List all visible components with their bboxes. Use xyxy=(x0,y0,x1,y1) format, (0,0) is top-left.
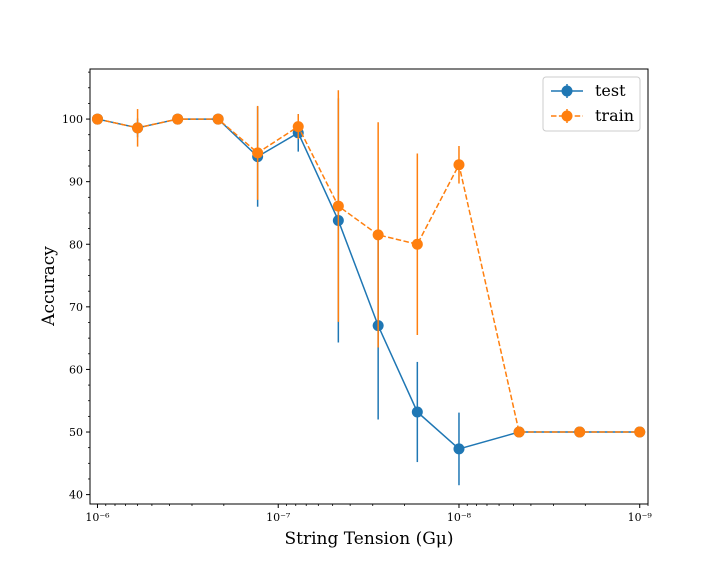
axes-frame xyxy=(89,68,649,505)
x-tick-label: 10⁻⁹ xyxy=(628,511,653,524)
legend-marker-train xyxy=(561,110,573,122)
x-tick-label: 10⁻⁷ xyxy=(266,511,291,524)
legend-marker-test xyxy=(561,85,573,97)
data-point-train xyxy=(634,426,646,438)
data-point-train xyxy=(252,147,264,159)
y-tick-label: 70 xyxy=(69,301,83,314)
data-point-train xyxy=(453,159,465,171)
y-axis-label: Accuracy xyxy=(39,246,59,327)
y-tick-label: 100 xyxy=(62,113,83,126)
data-point-train xyxy=(574,426,586,438)
data-point-train xyxy=(513,426,525,438)
axes: 40 50 60 70 80 90 100 10⁻⁶ 10⁻⁷ 10⁻⁸ 10⁻⁹ xyxy=(62,71,653,524)
data-point-train xyxy=(372,229,384,241)
series-train xyxy=(91,90,646,438)
x-tick-label: 10⁻⁸ xyxy=(447,511,472,524)
data-point-train xyxy=(172,113,184,125)
y-tick-label: 80 xyxy=(69,238,83,251)
plot-area xyxy=(91,90,646,486)
x-tick-label: 10⁻⁶ xyxy=(85,511,110,524)
data-point-train xyxy=(292,121,304,133)
y-tick-label: 90 xyxy=(69,176,83,189)
legend-label-train: train xyxy=(595,106,634,125)
data-point-train xyxy=(212,113,224,125)
y-tick-label: 60 xyxy=(69,363,83,376)
data-point-test xyxy=(411,406,423,418)
data-point-train xyxy=(91,113,103,125)
data-point-train xyxy=(411,238,423,250)
data-point-train xyxy=(332,200,344,212)
data-point-test xyxy=(453,443,465,455)
data-point-train xyxy=(132,122,144,134)
x-axis-label: String Tension (Gμ) xyxy=(285,529,454,549)
legend-label-test: test xyxy=(595,81,626,100)
y-tick-label: 40 xyxy=(69,489,83,502)
y-tick-label: 50 xyxy=(69,426,83,439)
legend: test train xyxy=(542,76,641,132)
